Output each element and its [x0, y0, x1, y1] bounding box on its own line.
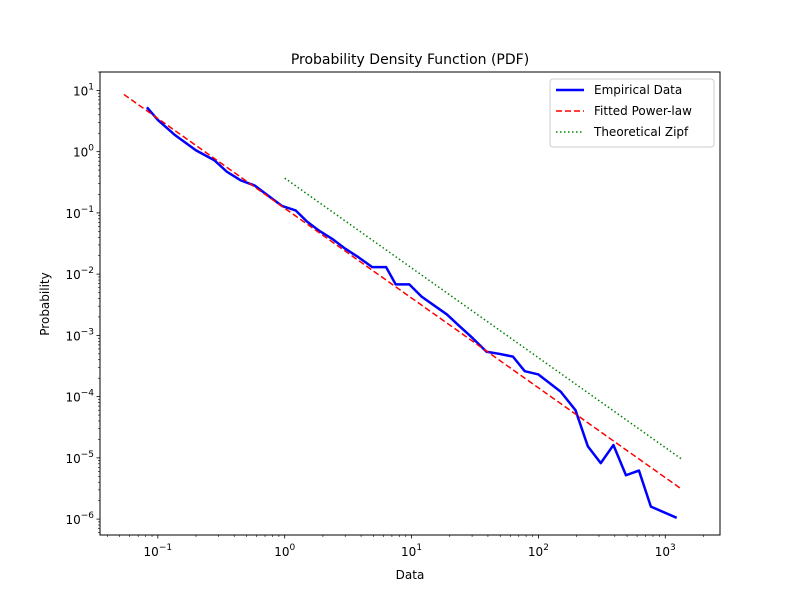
x-tick-label: 101	[401, 543, 422, 559]
legend-label-empirical: Empirical Data	[594, 83, 682, 97]
y-tick-label: 10−4	[65, 389, 94, 405]
y-tick-label: 10−3	[65, 327, 94, 343]
plot-area	[123, 93, 682, 519]
axes-frame	[99, 71, 721, 536]
legend: Empirical Data Fitted Power-law Theoreti…	[549, 78, 715, 148]
y-tick-label: 10−5	[65, 450, 94, 466]
series-fitted-line	[123, 93, 682, 490]
x-axis-label: Data	[396, 568, 425, 582]
y-tick-label: 100	[73, 144, 94, 160]
y-axis-label: Probability	[38, 272, 52, 335]
x-tick-label: 100	[274, 543, 295, 559]
legend-box	[549, 78, 715, 148]
chart-title: Probability Density Function (PDF)	[291, 52, 529, 68]
series-zipf-line	[284, 177, 682, 460]
y-tick-label: 10−6	[65, 511, 94, 527]
legend-label-zipf: Theoretical Zipf	[593, 125, 689, 139]
y-axis: 10−6 10−5 10−4 10−3 10−2 10−1 100 101	[65, 71, 100, 533]
series-empirical-line	[145, 106, 678, 519]
x-tick-label: 103	[655, 543, 676, 559]
x-tick-label: 102	[528, 543, 549, 559]
x-axis: 10−1 100 101 102 103	[107, 535, 704, 559]
legend-label-fitted: Fitted Power-law	[594, 104, 692, 118]
y-tick-label: 10−2	[65, 266, 94, 282]
y-tick-label: 101	[73, 82, 94, 98]
x-tick-label: 10−1	[144, 543, 173, 559]
y-tick-label: 10−1	[65, 205, 94, 221]
